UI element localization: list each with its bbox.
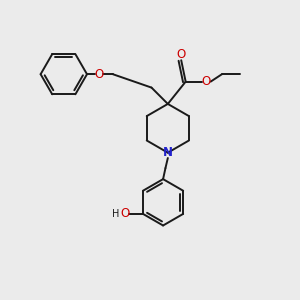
Text: O: O — [202, 75, 211, 88]
Text: O: O — [177, 48, 186, 62]
Text: O: O — [94, 68, 104, 81]
Text: N: N — [163, 146, 173, 159]
Text: O: O — [121, 207, 130, 220]
Text: H: H — [112, 209, 119, 219]
